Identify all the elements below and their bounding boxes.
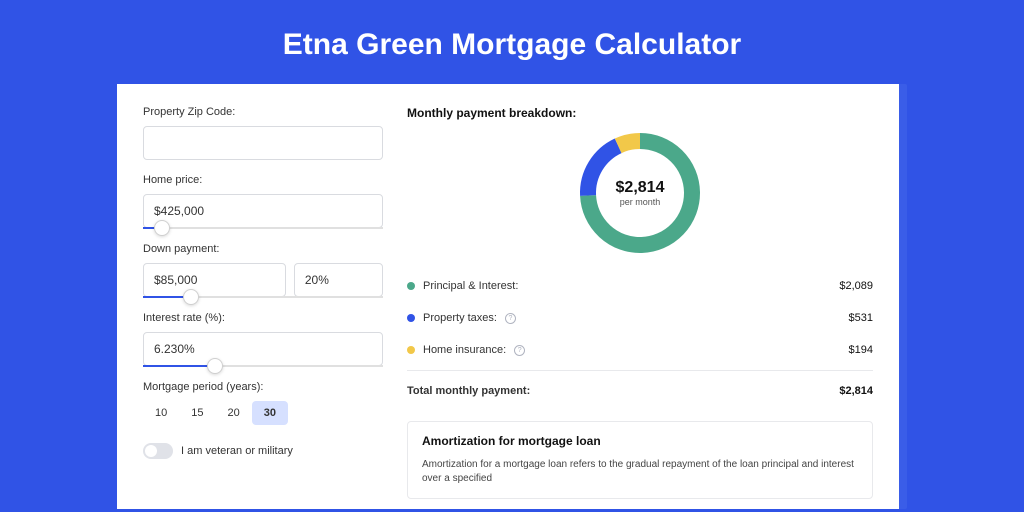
interest-rate-field-group: Interest rate (%):: [143, 312, 383, 367]
down-payment-percent-input[interactable]: [294, 263, 383, 297]
legend-total-value: $2,814: [839, 385, 873, 397]
veteran-toggle[interactable]: [143, 443, 173, 459]
legend-dot: [407, 282, 415, 290]
down-payment-field-group: Down payment:: [143, 243, 383, 298]
donut-center: $2,814 per month: [616, 179, 665, 207]
donut-amount: $2,814: [616, 179, 665, 197]
interest-rate-slider[interactable]: [143, 365, 383, 367]
veteran-toggle-knob: [145, 445, 157, 457]
legend-row: Principal & Interest: $2,089: [407, 270, 873, 302]
legend-value: $2,089: [839, 280, 873, 292]
interest-rate-slider-fill: [143, 365, 215, 367]
veteran-label: I am veteran or military: [181, 445, 293, 457]
zip-input[interactable]: [143, 126, 383, 160]
donut-container: $2,814 per month: [407, 130, 873, 270]
legend-dot: [407, 346, 415, 354]
down-payment-input[interactable]: [143, 263, 286, 297]
home-price-field-group: Home price:: [143, 174, 383, 229]
legend-total-row: Total monthly payment: $2,814: [407, 375, 873, 407]
period-options: 10152030: [143, 401, 383, 425]
amortization-box: Amortization for mortgage loan Amortizat…: [407, 421, 873, 499]
period-option-20[interactable]: 20: [216, 401, 252, 425]
legend-total-label: Total monthly payment:: [407, 385, 530, 397]
info-icon[interactable]: ?: [514, 345, 525, 356]
legend: Principal & Interest: $2,089 Property taxe…: [407, 270, 873, 366]
interest-rate-slider-thumb[interactable]: [207, 358, 223, 374]
legend-label: Principal & Interest:: [423, 280, 518, 292]
zip-label: Property Zip Code:: [143, 106, 383, 118]
card-shadow-wrap: Property Zip Code: Home price: Down paym…: [117, 84, 907, 509]
donut-slice: [588, 146, 618, 196]
payment-donut: $2,814 per month: [577, 130, 703, 256]
donut-sub-label: per month: [616, 197, 665, 207]
period-option-30[interactable]: 30: [252, 401, 288, 425]
period-option-10[interactable]: 10: [143, 401, 179, 425]
period-field-group: Mortgage period (years): 10152030: [143, 381, 383, 425]
donut-slice: [618, 141, 640, 146]
legend-divider: [407, 370, 873, 371]
veteran-row: I am veteran or military: [143, 443, 383, 459]
legend-value: $531: [849, 312, 873, 324]
amortization-title: Amortization for mortgage loan: [422, 434, 858, 448]
period-option-15[interactable]: 15: [179, 401, 215, 425]
calculator-card: Property Zip Code: Home price: Down paym…: [117, 84, 899, 509]
interest-rate-input[interactable]: [143, 332, 383, 366]
home-price-label: Home price:: [143, 174, 383, 186]
amortization-body: Amortization for a mortgage loan refers …: [422, 458, 858, 486]
legend-label: Home insurance:: [423, 344, 506, 356]
legend-label: Property taxes:: [423, 312, 497, 324]
zip-field-group: Property Zip Code:: [143, 106, 383, 160]
legend-dot: [407, 314, 415, 322]
period-label: Mortgage period (years):: [143, 381, 383, 393]
down-payment-slider[interactable]: [143, 296, 383, 298]
interest-rate-label: Interest rate (%):: [143, 312, 383, 324]
home-price-slider-thumb[interactable]: [154, 220, 170, 236]
down-payment-slider-thumb[interactable]: [183, 289, 199, 305]
form-column: Property Zip Code: Home price: Down paym…: [143, 106, 383, 499]
home-price-input[interactable]: [143, 194, 383, 228]
info-icon[interactable]: ?: [505, 313, 516, 324]
page-title: Etna Green Mortgage Calculator: [0, 0, 1024, 84]
legend-row: Property taxes:? $531: [407, 302, 873, 334]
home-price-slider[interactable]: [143, 227, 383, 229]
breakdown-heading: Monthly payment breakdown:: [407, 106, 873, 120]
breakdown-column: Monthly payment breakdown: $2,814 per mo…: [407, 106, 873, 499]
legend-value: $194: [849, 344, 873, 356]
down-payment-label: Down payment:: [143, 243, 383, 255]
legend-row: Home insurance:? $194: [407, 334, 873, 366]
